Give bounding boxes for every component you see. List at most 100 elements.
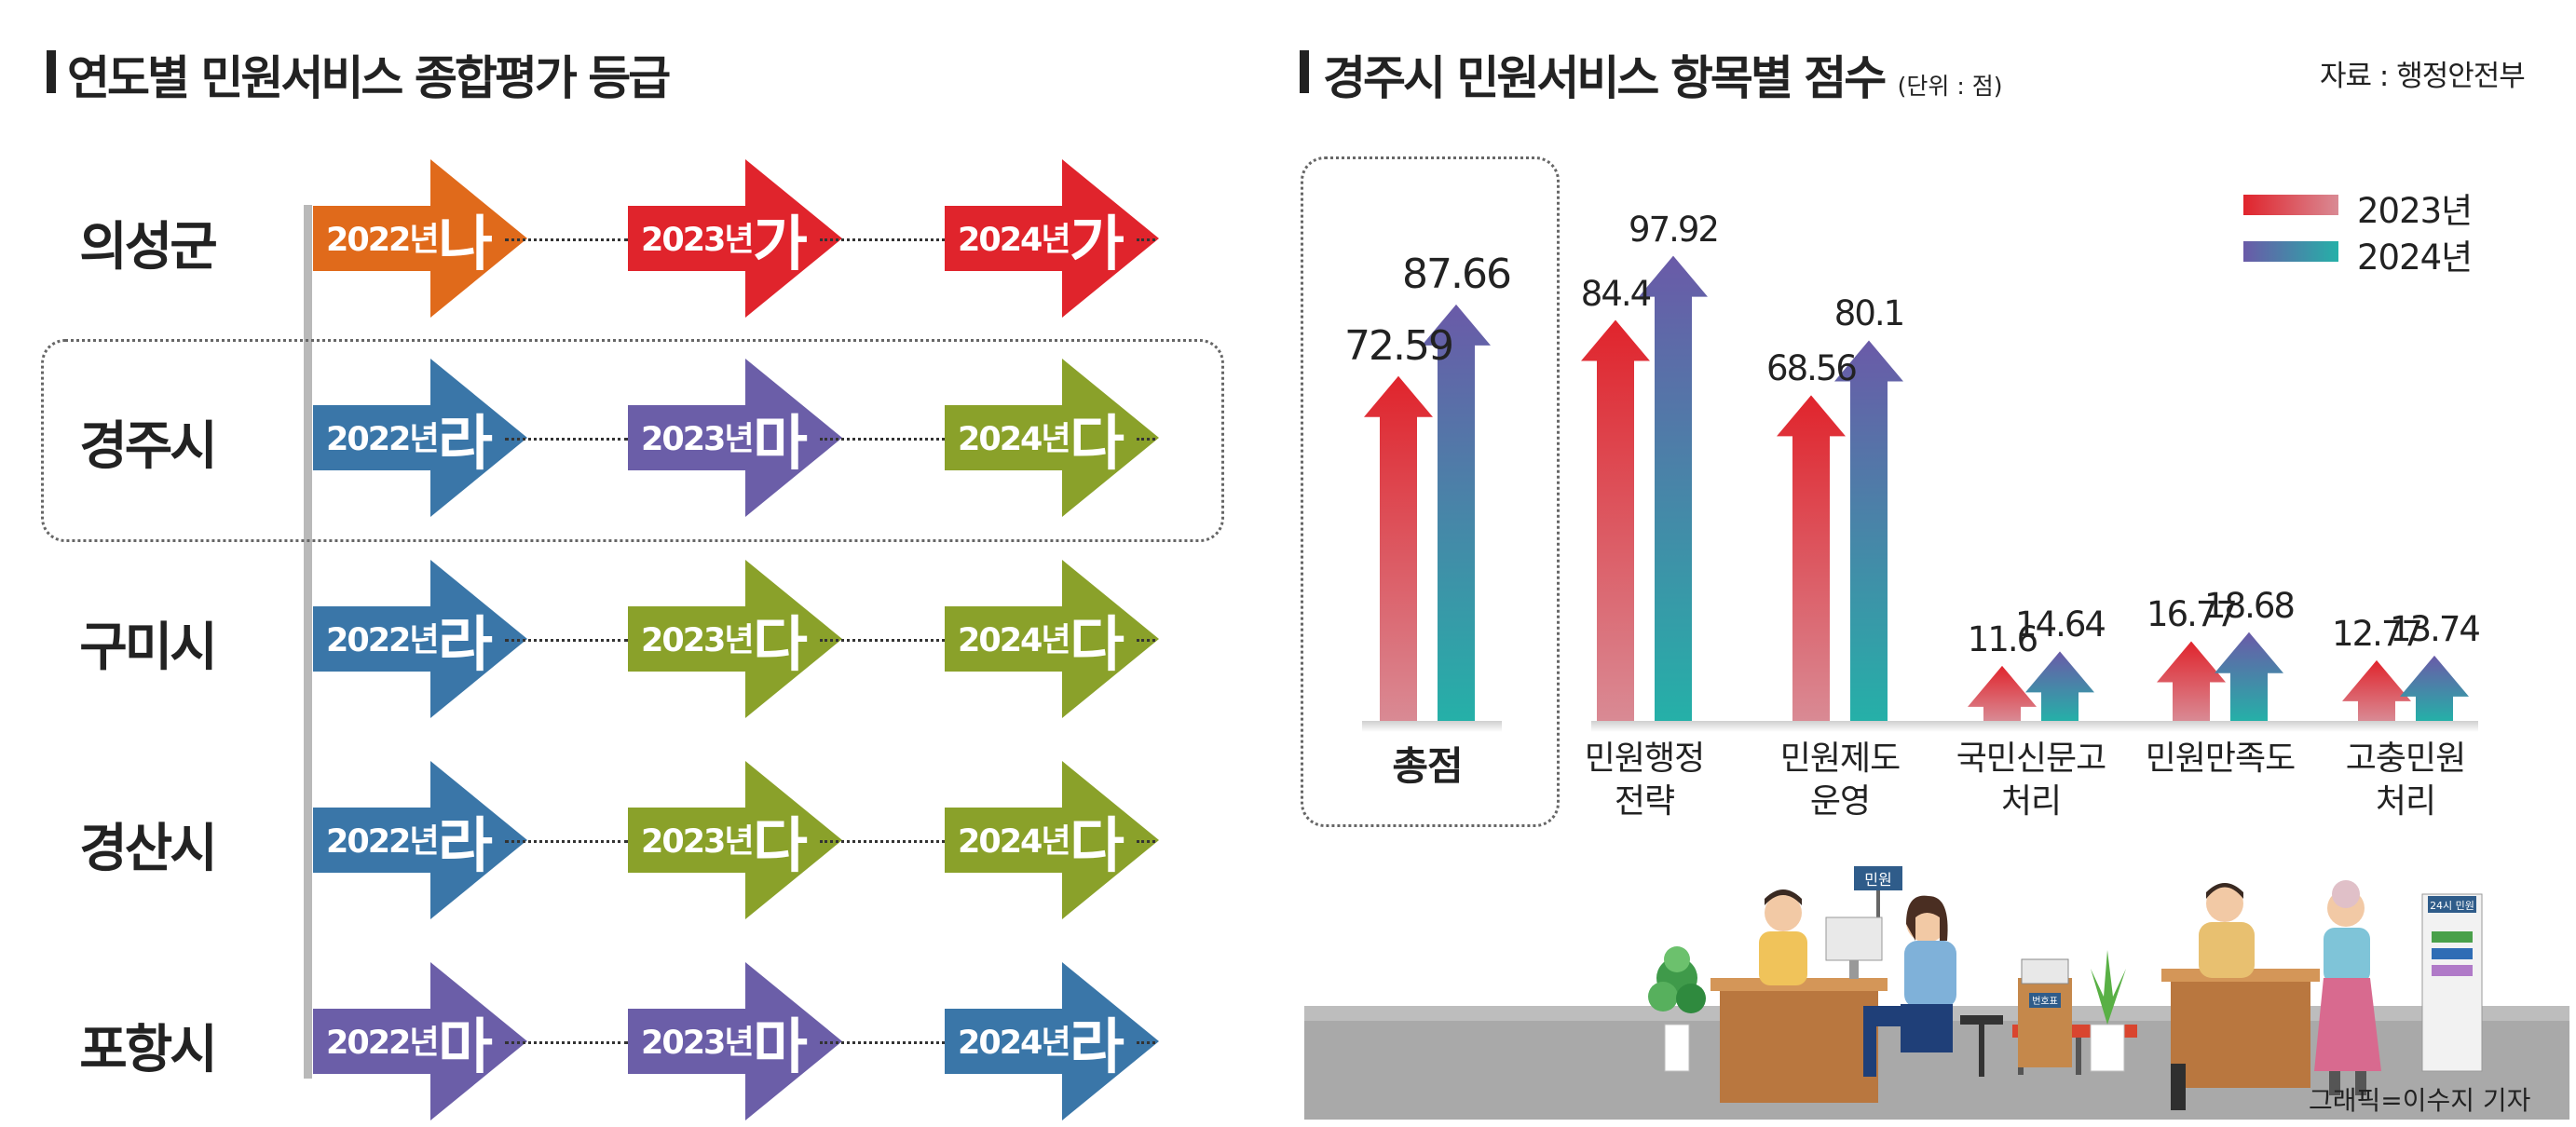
connector-dots [1137, 1041, 1155, 1044]
data-label: 72.59 [1344, 321, 1454, 370]
data-label: 80.1 [1833, 293, 1905, 334]
total-score-box [1301, 156, 1560, 827]
grade-year: 2022년 [326, 622, 440, 659]
region-label: 의성군 [79, 217, 218, 278]
category-label: 민원만족도 [2145, 740, 2297, 778]
bar-2024 [1639, 255, 1708, 721]
bar-2024 [2400, 655, 2469, 721]
svg-text:번호표: 번호표 [2032, 996, 2058, 1007]
chart-baseline [1362, 721, 1502, 732]
grade-arrow: 2024년 다 [945, 761, 1159, 919]
data-label: 68.56 [1766, 348, 1858, 389]
data-label: 18.68 [2204, 585, 2296, 626]
right-title-text: 경주시 민원서비스 항목별 점수 [1323, 51, 1887, 105]
grade-arrow: 2022년 라 [313, 560, 527, 718]
data-label: 12.77 [2332, 613, 2423, 654]
category-label: 민원제도 운영 [1779, 740, 1901, 821]
region-label: 경산시 [79, 819, 218, 879]
grade-year: 2022년 [326, 421, 440, 458]
bar-2023 [1777, 395, 1846, 721]
timeline-axis [304, 205, 312, 1079]
data-label: 87.66 [1402, 250, 1512, 298]
customer-seated-person [1863, 895, 2003, 1077]
grade-letter: 마 [753, 1013, 808, 1082]
bar-2023 [1968, 665, 2037, 721]
connector-dots [1137, 639, 1155, 642]
waiting-bench-and-ticket-machine: 번호표 [2012, 958, 2137, 1075]
bar-2023 [2342, 659, 2411, 721]
connector-dots [820, 238, 945, 241]
bar-2024 [2025, 651, 2094, 721]
data-label: 97.92 [1629, 209, 1720, 250]
grade-letter: 마 [438, 1013, 493, 1082]
chart-baseline [1591, 721, 2478, 732]
grade-arrow-shape [945, 761, 1159, 919]
grade-letter: 가 [1070, 210, 1124, 279]
category-label: 국민신문고 처리 [1956, 740, 2107, 821]
grade-arrow-shape [628, 359, 842, 517]
grade-arrow: 2024년 다 [945, 560, 1159, 718]
grade-arrow-shape [945, 359, 1159, 517]
connector-dots [820, 1041, 945, 1044]
grade-year: 2023년 [641, 222, 755, 259]
legend-label-2023: 2023년 [2357, 191, 2473, 231]
legend-label-2024: 2024년 [2357, 238, 2473, 278]
connector-dots [820, 840, 945, 843]
grade-letter: 다 [1070, 410, 1124, 479]
bar-2024 [2215, 631, 2283, 721]
plant-left-icon [1648, 946, 1706, 1072]
region-label: 경주시 [79, 416, 218, 477]
category-label: 고충민원 처리 [2345, 740, 2466, 821]
legend-swatch-2024 [2243, 241, 2338, 262]
grade-letter: 가 [753, 210, 808, 279]
grade-arrow: 2022년 라 [313, 359, 527, 517]
grade-year: 2022년 [326, 222, 440, 259]
grade-arrow-shape [628, 159, 842, 318]
grade-letter: 마 [753, 410, 808, 479]
bar-2023 [1364, 375, 1433, 721]
region-label: 구미시 [79, 618, 218, 678]
bar-2024 [1422, 304, 1491, 721]
category-label: 총점 [1392, 743, 1463, 789]
clerk-left-person [1759, 889, 1807, 985]
grade-arrow-shape [313, 159, 527, 318]
bar-2023 [1581, 319, 1650, 721]
legend-swatch-2023 [2243, 195, 2338, 215]
left-title: 연도별 민원서비스 종합평가 등급 [67, 51, 671, 105]
plant-middle-icon [2090, 950, 2126, 1072]
grade-arrow-shape [628, 962, 842, 1120]
grade-arrow-shape [313, 962, 527, 1120]
connector-dots [505, 639, 628, 642]
grade-arrow: 2023년 가 [628, 159, 842, 318]
region-label: 포항시 [79, 1020, 218, 1080]
grade-arrow-shape [628, 560, 842, 718]
grade-year: 2024년 [958, 823, 1071, 861]
grade-arrow-shape [313, 560, 527, 718]
grade-arrow-shape [313, 761, 527, 919]
svg-text:24시 민원: 24시 민원 [2430, 900, 2474, 912]
graphic-credit: 그래픽=이수지 기자 [2309, 1085, 2531, 1116]
grade-arrow-shape [628, 761, 842, 919]
kiosk-24h-icon: 24시 민원 [2421, 893, 2483, 1072]
svg-text:민원: 민원 [1864, 871, 1891, 889]
connector-dots [1137, 438, 1155, 441]
data-label: 14.64 [2015, 604, 2106, 645]
connector-dots [505, 438, 628, 441]
highlight-box-gyeongju [41, 339, 1224, 542]
grade-letter: 다 [753, 611, 808, 680]
grade-letter: 다 [1070, 611, 1124, 680]
grade-letter: 다 [753, 812, 808, 881]
category-label: 민원행정 전략 [1584, 740, 1705, 821]
grade-arrow: 2022년 라 [313, 761, 527, 919]
clerk-right-person [2171, 883, 2255, 1110]
grade-year: 2024년 [958, 1025, 1071, 1062]
elderly-customer-person [2314, 880, 2381, 1095]
right-title: 경주시 민원서비스 항목별 점수 (단위 : 점) [1323, 41, 2002, 108]
grade-arrow: 2024년 가 [945, 159, 1159, 318]
connector-dots [505, 238, 628, 241]
connector-dots [1137, 840, 1155, 843]
grade-arrow-shape [945, 159, 1159, 318]
grade-arrow: 2023년 다 [628, 560, 842, 718]
grade-arrow: 2023년 마 [628, 359, 842, 517]
grade-letter: 라 [1070, 1013, 1124, 1082]
